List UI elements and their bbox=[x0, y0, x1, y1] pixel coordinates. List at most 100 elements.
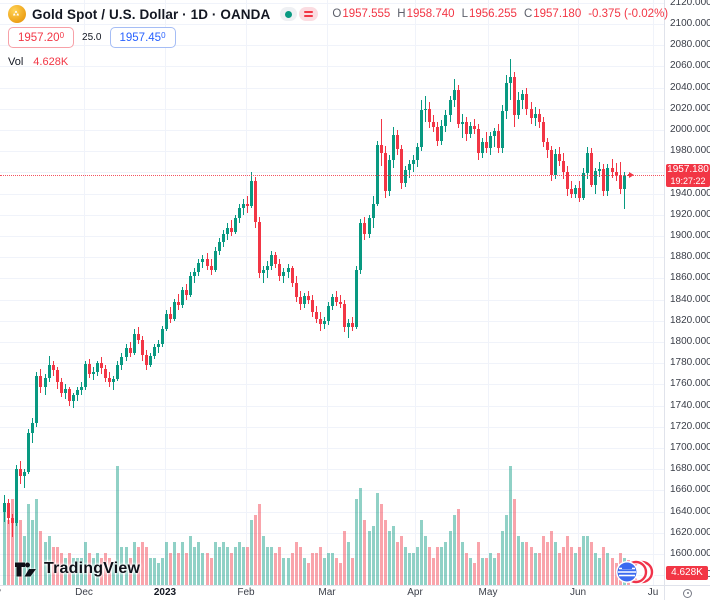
candle-body bbox=[550, 150, 553, 175]
volume-bar bbox=[7, 520, 10, 585]
candle-body bbox=[64, 388, 67, 393]
tradingview-logo[interactable]: TradingView bbox=[14, 560, 140, 578]
price-axis-tick-label: 1860.000 bbox=[670, 272, 710, 283]
volume-bar bbox=[189, 536, 192, 585]
volume-bar bbox=[230, 553, 233, 585]
tradingview-wordmark: TradingView bbox=[44, 560, 141, 577]
volume-bar bbox=[372, 526, 375, 585]
candle-body bbox=[193, 272, 196, 277]
candle-body bbox=[80, 386, 83, 390]
volume-bar bbox=[169, 553, 172, 585]
market-status-pills bbox=[280, 7, 319, 21]
price-axis[interactable]: 1957.180 19:27:22 4.628K 2120.000 2100.00… bbox=[664, 0, 710, 585]
chart-canvas[interactable] bbox=[0, 0, 664, 585]
volume-label[interactable]: Vol bbox=[8, 56, 24, 68]
volume-bar bbox=[335, 558, 338, 585]
candle-body bbox=[201, 259, 204, 263]
provider-logos-icon[interactable] bbox=[612, 558, 656, 591]
high-label: H bbox=[397, 8, 406, 20]
bar-countdown: 19:27:22 bbox=[670, 176, 706, 186]
candle-body bbox=[432, 121, 435, 127]
volume-bar bbox=[327, 553, 330, 585]
candle-body bbox=[157, 344, 160, 348]
grid-line-horizontal bbox=[0, 3, 664, 4]
candle-wick bbox=[599, 161, 600, 177]
volume-bar bbox=[88, 553, 91, 585]
volume-bar bbox=[311, 553, 314, 585]
candle-body bbox=[497, 131, 500, 148]
volume-bar bbox=[380, 504, 383, 585]
volume-bar bbox=[274, 553, 277, 585]
volume-bar bbox=[428, 547, 431, 585]
candle-wick bbox=[462, 114, 463, 139]
time-axis-label: Feb bbox=[237, 587, 255, 598]
candle-body bbox=[68, 388, 71, 402]
candle-body bbox=[331, 297, 334, 306]
volume-bar bbox=[554, 542, 557, 585]
time-axis-label: Dec bbox=[75, 587, 93, 598]
candle-body bbox=[469, 125, 472, 135]
candle-wick bbox=[263, 265, 264, 283]
candle-body bbox=[84, 364, 87, 387]
candle-body bbox=[420, 109, 423, 147]
volume-bar bbox=[19, 520, 22, 585]
volume-bar bbox=[270, 547, 273, 585]
notes-status-icon[interactable] bbox=[299, 7, 319, 21]
last-price-label[interactable]: 1957.180 19:27:22 bbox=[666, 164, 710, 187]
candle-body bbox=[546, 141, 549, 151]
volume-bar bbox=[68, 553, 71, 585]
grid-line-vertical bbox=[327, 0, 328, 585]
volume-bar bbox=[56, 547, 59, 585]
candle-body bbox=[173, 301, 176, 319]
candle-body bbox=[594, 171, 597, 186]
volume-bar bbox=[457, 509, 460, 585]
low-label: L bbox=[461, 8, 468, 20]
open-label: O bbox=[332, 8, 342, 20]
volume-bar bbox=[295, 542, 298, 585]
candle-body bbox=[542, 121, 545, 142]
volume-indicator-row: Vol 4.628K bbox=[8, 56, 68, 68]
candle-body bbox=[145, 354, 148, 366]
candle-body bbox=[368, 217, 371, 234]
volume-bar bbox=[436, 547, 439, 585]
volume-bar bbox=[129, 558, 132, 585]
volume-bar bbox=[546, 542, 549, 585]
symbol-title[interactable]: Gold Spot / U.S. Dollar · 1D · OANDA bbox=[32, 6, 271, 22]
market-open-status-icon[interactable] bbox=[280, 7, 298, 21]
volume-bar bbox=[384, 520, 387, 585]
candle-body bbox=[590, 153, 593, 186]
candle-body bbox=[339, 301, 342, 304]
volume-bar bbox=[153, 558, 156, 585]
buy-ask-button[interactable]: 1957.45 0 bbox=[109, 27, 176, 48]
candle-body bbox=[234, 217, 237, 232]
price-axis-tick-label: 2020.000 bbox=[670, 103, 710, 114]
volume-bar bbox=[60, 553, 63, 585]
grid-line-horizontal bbox=[0, 490, 664, 491]
volume-bar bbox=[64, 558, 67, 585]
volume-bar bbox=[412, 553, 415, 585]
candle-body bbox=[52, 365, 55, 370]
grid-line-horizontal bbox=[0, 172, 664, 173]
candle-body bbox=[149, 355, 152, 366]
candle-body bbox=[489, 136, 492, 149]
candle-body bbox=[509, 77, 512, 84]
time-axis[interactable]: Nov Dec 2023 Feb Mar Apr May Jun Ju bbox=[0, 585, 664, 600]
sell-bid-button[interactable]: 1957.20 0 bbox=[8, 27, 75, 48]
volume-bar bbox=[157, 563, 160, 585]
grid-line-horizontal bbox=[0, 575, 664, 576]
scales-settings-icon[interactable] bbox=[683, 588, 692, 598]
candle-body bbox=[501, 110, 504, 148]
grid-line-horizontal bbox=[0, 194, 664, 195]
volume-bar bbox=[133, 542, 136, 585]
candle-body bbox=[615, 172, 618, 175]
candle-body bbox=[619, 174, 622, 190]
grid-line-horizontal bbox=[0, 342, 664, 343]
candle-body bbox=[558, 154, 561, 161]
low-value: 1956.255 bbox=[468, 8, 517, 20]
candle-body bbox=[477, 128, 480, 154]
volume-bar bbox=[473, 563, 476, 585]
candle-body bbox=[412, 159, 415, 164]
candle-body bbox=[39, 375, 42, 387]
price-axis-tick-label: 1600.000 bbox=[670, 548, 710, 559]
candle-body bbox=[530, 108, 533, 119]
